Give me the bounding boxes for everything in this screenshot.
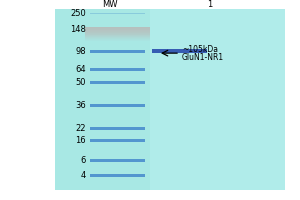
Bar (85, 27, 150, 28)
Text: 98: 98 (75, 47, 86, 56)
Bar (90, 127, 145, 130)
Bar (90, 139, 145, 142)
Bar (90, 50, 145, 53)
Bar (55, 9, 285, 190)
Text: 22: 22 (76, 124, 86, 133)
Text: 36: 36 (75, 101, 86, 110)
Bar (90, 13, 145, 14)
Bar (85, 33, 150, 34)
Text: GluN1-NR1: GluN1-NR1 (182, 53, 224, 62)
Bar (150, 9, 285, 190)
Bar (90, 68, 145, 71)
Bar (85, 38, 150, 39)
Bar (55, 9, 150, 190)
Bar (85, 35, 150, 36)
Bar (85, 30, 150, 31)
Text: 64: 64 (75, 65, 86, 74)
Bar (90, 174, 145, 177)
Bar (90, 81, 145, 84)
Text: ~105kDa: ~105kDa (182, 45, 218, 54)
Bar (85, 37, 150, 38)
Text: 1: 1 (207, 0, 213, 9)
Bar (90, 104, 145, 107)
Text: 50: 50 (76, 78, 86, 87)
Bar (85, 36, 150, 37)
Bar (85, 34, 150, 35)
Text: 4: 4 (81, 171, 86, 180)
Bar (85, 32, 150, 33)
Bar (85, 29, 150, 30)
Bar (90, 159, 145, 162)
Text: 16: 16 (75, 136, 86, 145)
Text: 6: 6 (81, 156, 86, 165)
Bar (85, 39, 150, 40)
Bar (85, 40, 150, 41)
Bar (152, 49, 207, 53)
Bar (85, 28, 150, 29)
Text: 250: 250 (70, 9, 86, 18)
Text: MW: MW (102, 0, 118, 9)
Text: 148: 148 (70, 25, 86, 34)
Bar (85, 31, 150, 32)
